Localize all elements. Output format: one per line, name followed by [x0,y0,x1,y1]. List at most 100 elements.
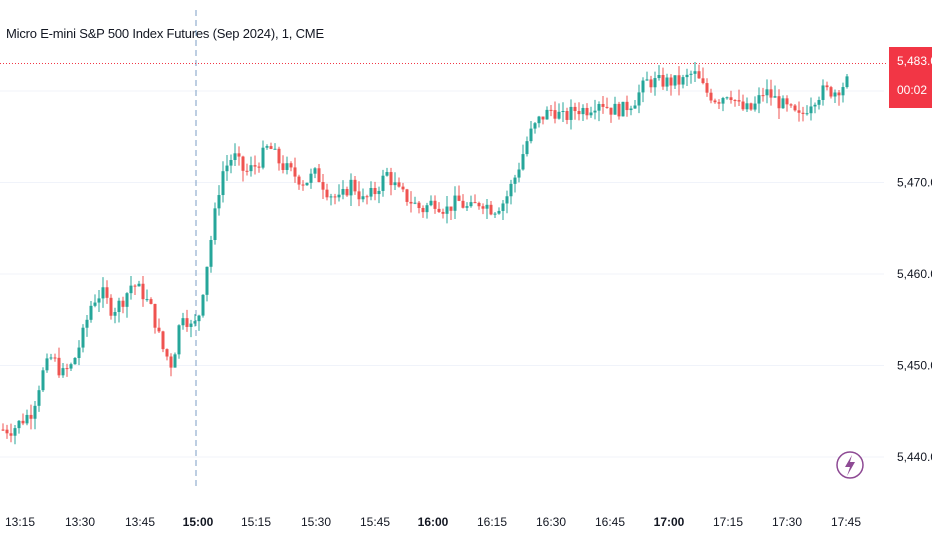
x-tick-label-10: 16:45 [595,515,625,529]
candle-135 [541,116,545,125]
candle-56 [225,154,229,181]
candle-132 [529,121,533,144]
candle-78 [313,167,317,179]
candle-117 [469,195,473,208]
candle-209 [837,89,841,106]
x-tick-label-2: 13:45 [125,515,155,529]
candle-186 [745,97,749,113]
candle-44 [177,324,181,359]
candle-31 [125,292,129,318]
candle-49 [197,314,201,331]
x-tick-label-4: 15:15 [241,515,271,529]
candle-45 [181,312,185,330]
candle-91 [365,194,369,205]
candle-141 [565,107,569,125]
candle-144 [577,102,581,121]
candle-57 [229,154,233,174]
candle-211 [845,73,849,89]
candle-28 [113,307,117,324]
candle-195 [781,95,785,109]
candle-124 [497,207,501,215]
candle-105 [421,205,425,218]
candle-131 [525,136,529,157]
candle-125 [501,200,505,220]
candle-188 [753,96,757,112]
candle-122 [489,200,493,216]
x-tick-label-6: 15:45 [360,515,390,529]
x-tick-label-8: 16:15 [477,515,507,529]
candle-94 [377,186,381,204]
candle-181 [725,96,729,100]
candle-82 [329,193,333,206]
candle-107 [429,195,433,207]
candle-118 [473,194,477,204]
candle-34 [137,280,141,287]
candle-139 [557,103,561,120]
candle-203 [813,102,817,114]
candle-14 [57,347,61,378]
y-tick-label-2: 5,460.00 [897,267,932,281]
price-axis[interactable]: 5,440.00 5,450.00 5,460.00 5,470.00 [897,176,932,465]
candle-41 [165,348,169,361]
candle-158 [633,100,637,109]
candle-35 [141,275,145,307]
last-price-tag: 5,483.00 00:02 [889,47,932,108]
candle-126 [505,190,509,214]
candle-48 [193,314,197,327]
candle-164 [657,65,661,81]
candle-175 [701,67,705,85]
candle-136 [545,106,549,120]
grid [0,90,884,458]
candle-142 [569,99,573,130]
candle-157 [629,105,633,116]
candle-85 [341,180,345,200]
candle-190 [761,87,765,102]
y-tick-label-0: 5,440.00 [897,450,932,464]
candle-11 [45,353,49,373]
candle-37 [149,297,153,305]
candle-163 [653,71,657,96]
candle-113 [453,186,457,220]
candle-143 [573,102,577,120]
candle-151 [605,97,609,109]
x-tick-label-3: 15:00 [183,515,214,529]
candle-25 [101,277,105,308]
candle-133 [533,122,537,134]
candle-155 [621,101,625,117]
candle-205 [821,79,825,106]
candle-53 [213,202,217,245]
x-tick-label-12: 17:15 [713,515,743,529]
chart-title: Micro E-mini S&P 500 Index Futures (Sep … [6,26,324,41]
time-axis[interactable]: 13:15 13:30 13:45 15:00 15:15 15:30 15:45 16:00… [5,515,861,529]
candle-33 [133,284,137,296]
candle-77 [309,168,313,189]
candle-0 [1,423,5,431]
candle-106 [425,202,429,219]
candle-93 [373,181,377,201]
candle-12 [49,353,53,361]
candles [1,62,849,445]
candle-167 [669,74,673,96]
x-tick-label-5: 15:30 [301,515,331,529]
candle-109 [437,202,441,214]
candle-66 [265,144,269,150]
x-tick-label-9: 16:30 [536,515,566,529]
candle-168 [673,75,677,89]
lightning-icon[interactable] [836,451,864,479]
x-tick-label-0: 13:15 [5,515,35,529]
candle-114 [457,185,461,202]
candle-116 [465,202,469,212]
candle-61 [245,163,249,176]
candle-159 [637,84,641,114]
candle-140 [561,102,565,123]
candle-172 [689,70,693,84]
candle-148 [593,99,597,120]
candle-191 [765,79,769,104]
candle-112 [449,206,453,221]
candle-199 [797,101,801,122]
x-tick-label-14: 17:45 [831,515,861,529]
candle-153 [613,96,617,115]
candle-83 [333,193,337,205]
candle-208 [833,89,837,103]
